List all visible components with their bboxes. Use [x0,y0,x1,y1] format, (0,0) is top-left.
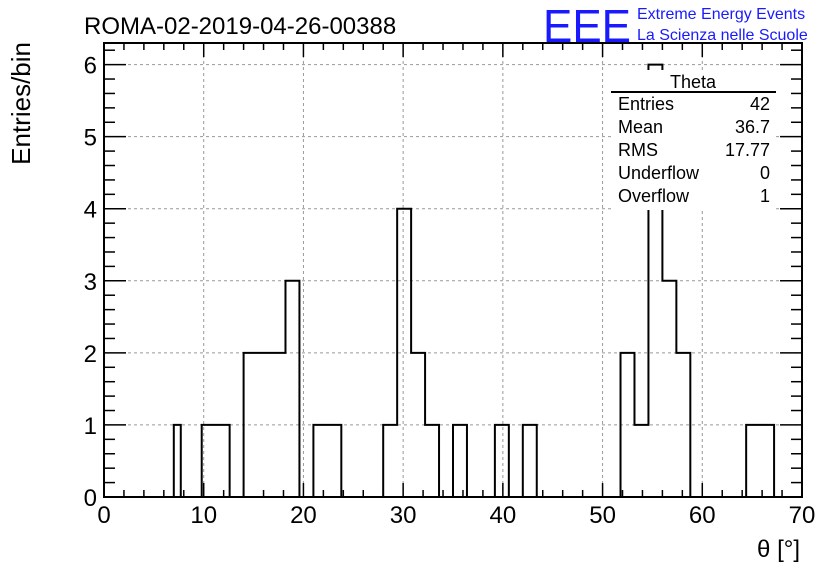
stats-box: Theta Entries 42 Mean 36.7 RMS 17.77 Underflow… [611,70,776,210]
x-tick-label: 30 [390,502,417,529]
x-tick-label: 10 [190,502,217,529]
y-tick-label: 2 [84,341,97,368]
x-tick-label: 50 [589,502,616,529]
y-tick-label: 4 [84,197,97,224]
y-axis-label: Entries/bin [6,42,36,165]
stats-row-value: 0 [760,163,770,183]
chart-title: ROMA-02-2019-04-26-00388 [84,13,396,40]
plot-frame [103,42,803,498]
stats-row-value: 1 [760,186,770,206]
x-tick-label: 70 [789,502,816,529]
stats-box-name: Theta [670,72,717,92]
axis-ticks [103,43,803,498]
stats-row-label: Overflow [618,186,690,206]
y-tick-label: 3 [84,269,97,296]
stats-row-label: RMS [618,140,658,160]
y-tick-labels: 0 1 2 3 4 5 6 [84,53,97,512]
stats-row-value: 42 [750,94,770,114]
x-tick-label: 40 [490,502,517,529]
x-tick-labels: 0 10 20 30 40 50 60 70 [97,502,815,529]
stats-row-label: Mean [618,117,663,137]
stats-row-label: Entries [618,94,674,114]
y-tick-label: 6 [84,53,97,80]
logo-line-1: Extreme Energy Events [637,6,805,23]
stats-row-value: 36.7 [735,117,770,137]
x-tick-label: 0 [97,502,110,529]
stats-row-value: 17.77 [725,140,770,160]
x-tick-label: 60 [689,502,716,529]
stats-row-label: Underflow [618,163,700,183]
y-tick-label: 0 [84,485,97,512]
logo-line-2: La Scienza nelle Scuole [637,27,808,44]
x-tick-label: 20 [290,502,317,529]
x-axis-label: θ [°] [757,536,800,563]
y-tick-label: 5 [84,125,97,152]
eee-logo: EEE [543,0,631,52]
y-tick-label: 1 [84,413,97,440]
